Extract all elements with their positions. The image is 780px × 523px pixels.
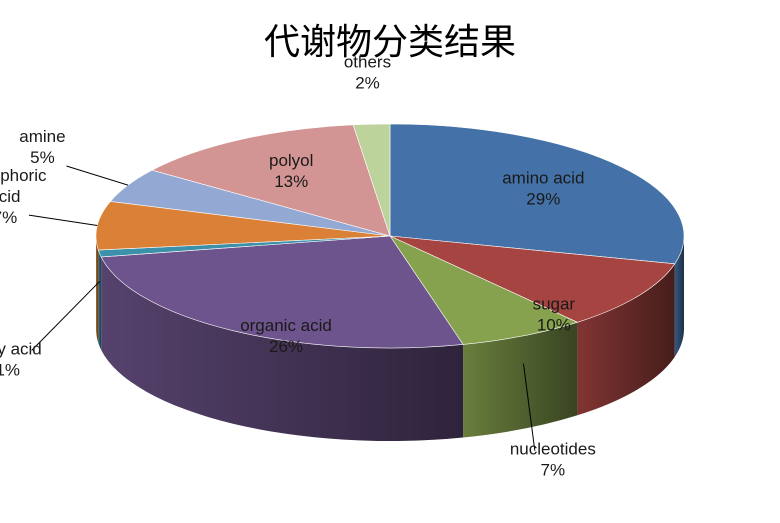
pie-sides	[96, 236, 684, 441]
slice-side-amino-acid	[674, 236, 684, 357]
label-sugar: sugar 10%	[533, 295, 576, 335]
slice-side-phosphoric-acid	[96, 236, 99, 344]
leader-amine	[66, 165, 129, 186]
pie-slices	[95, 123, 685, 349]
slice-organic-acid	[100, 235, 464, 349]
label-amine: amine 5%	[19, 127, 65, 167]
slice-polyol	[151, 124, 391, 237]
label-nucleotides: nucleotides 7%	[510, 440, 596, 480]
slice-side-sugar	[577, 263, 675, 416]
label-phosphoric-acid: phosphoricacid7%	[0, 166, 47, 227]
slice-side-fatty-acid	[98, 250, 102, 350]
label-others: others 2%	[344, 53, 391, 93]
leader-fatty-acid	[31, 281, 100, 351]
slice-amino-acid	[389, 123, 685, 265]
slice-nucleotides	[389, 235, 579, 345]
slice-labels: amino acid 29% sugar 10% nucleotides 7% organi…	[0, 53, 596, 480]
leader-phosphoric-acid	[28, 214, 98, 226]
leader-nucleotides	[522, 363, 536, 451]
chart-title: 代谢物分类结果	[264, 22, 516, 63]
label-organic-acid: organic acid 26%	[240, 316, 332, 356]
leader-lines	[28, 165, 536, 451]
slice-others	[352, 123, 391, 237]
label-polyol: polyol 13%	[269, 151, 313, 191]
slice-sugar	[389, 235, 676, 323]
label-amino-acid: amino acid 29%	[502, 168, 584, 208]
slice-side-organic-acid	[101, 256, 464, 441]
slice-side-nucleotides	[463, 322, 578, 438]
